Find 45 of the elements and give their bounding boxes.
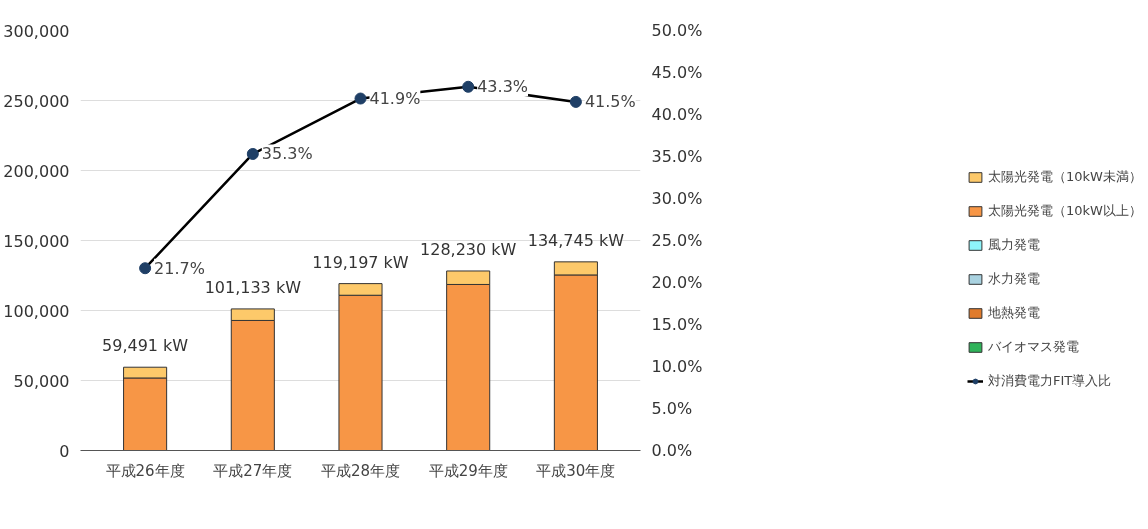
- point: [462, 80, 475, 93]
- point: [354, 92, 367, 105]
- y2-tick-label: 35.0%: [651, 147, 703, 166]
- point: [139, 262, 152, 275]
- y-tick-label: 300,000: [3, 21, 70, 41]
- legend-label: 水力発電: [988, 270, 1041, 288]
- legend-label: 太陽光発電（10kW以上）: [988, 202, 1142, 220]
- legend-label: 対消費電力FIT導入比: [988, 372, 1112, 390]
- x-tick-label: 平成27年度: [213, 461, 293, 480]
- y2-tick-label: 30.0%: [651, 189, 703, 208]
- total-label: 101,133 kW: [204, 277, 302, 297]
- y2-tick-label: 5.0%: [651, 399, 693, 418]
- y2-tick-label: 50.0%: [651, 21, 703, 40]
- legend-label: 太陽光発電（10kW未満）: [988, 168, 1142, 186]
- data-label: 35.3%: [261, 144, 313, 164]
- point: [569, 95, 582, 108]
- x-tick-label: 平成29年度: [428, 461, 508, 480]
- point: [246, 147, 259, 160]
- total-label: 128,230 kW: [420, 239, 517, 259]
- legend-label: バイオマス発電: [988, 338, 1080, 356]
- y2-tick-label: 0.0%: [651, 441, 693, 460]
- y-tick-label: 200,000: [3, 161, 70, 181]
- x-tick-label: 平成30年度: [536, 461, 616, 480]
- y-tick-label: 250,000: [3, 91, 70, 111]
- legend-label: 地熱発電: [988, 304, 1041, 322]
- y-tick-label: 100,000: [3, 301, 70, 321]
- total-label: 134,745 kW: [527, 230, 625, 250]
- total-label: 119,197 kW: [312, 252, 409, 272]
- y2-tick-label: 25.0%: [651, 231, 703, 250]
- legend-label: 風力発電: [988, 236, 1041, 254]
- y2-tick-label: 15.0%: [651, 315, 703, 334]
- x-tick-label: 平成26年度: [105, 461, 185, 480]
- total-label: 59,491 kW: [102, 336, 189, 356]
- y2-tick-label: 20.0%: [651, 273, 703, 292]
- x-tick-label: 平成28年度: [320, 461, 401, 480]
- y2-tick-label: 40.0%: [651, 105, 703, 124]
- y2-tick-label: 45.0%: [651, 63, 703, 82]
- data-label: 43.3%: [477, 77, 529, 97]
- y2-tick-label: 10.0%: [651, 357, 703, 376]
- data-label: 21.7%: [154, 258, 205, 278]
- y-tick-label: 50,000: [13, 371, 70, 391]
- data-label: 41.9%: [369, 89, 421, 109]
- y-tick-label: 150,000: [3, 231, 70, 251]
- data-label: 41.5%: [584, 92, 636, 112]
- y-tick-label: 0: [59, 441, 70, 461]
